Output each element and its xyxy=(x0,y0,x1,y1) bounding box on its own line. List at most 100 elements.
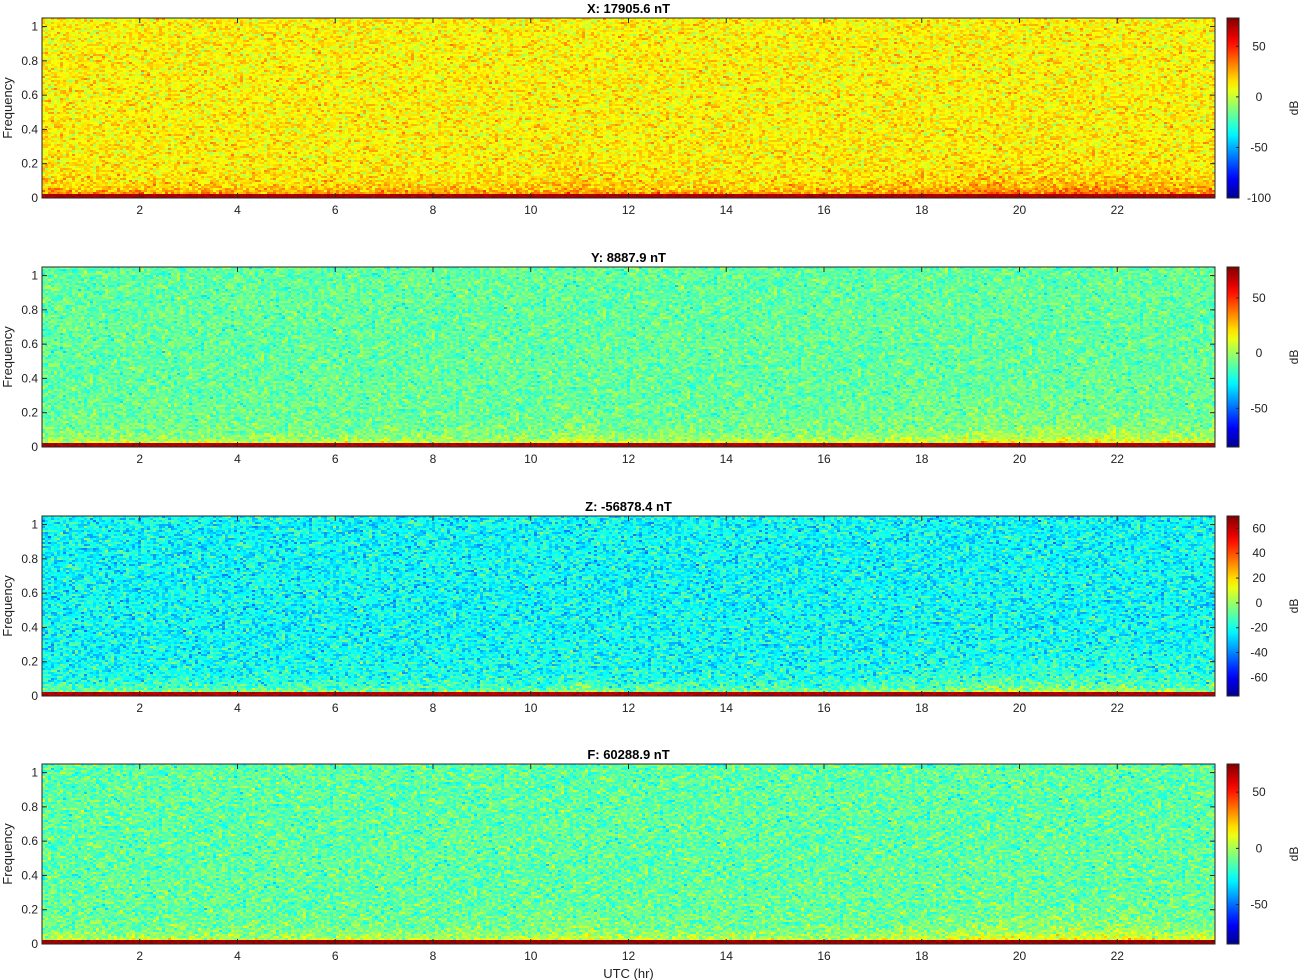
y-axis-label: Frequency xyxy=(0,326,15,388)
y-tick-label: 0.2 xyxy=(21,157,38,171)
x-tick-label: 10 xyxy=(524,701,538,715)
y-tick-label: 0.2 xyxy=(21,406,38,420)
y-axis-label: Frequency xyxy=(0,77,15,139)
x-tick-label: 22 xyxy=(1111,452,1125,466)
y-tick-label: 0.4 xyxy=(21,620,38,634)
x-tick-label: 14 xyxy=(720,949,734,963)
colorbar-tick-label: -50 xyxy=(1250,140,1268,154)
colorbar-tick-label: 0 xyxy=(1256,596,1263,610)
colorbar-tick-label: 60 xyxy=(1252,521,1266,535)
colorbar-label: dB xyxy=(1287,599,1301,614)
x-tick-label: 12 xyxy=(622,203,636,217)
colorbar-tick-label: 0 xyxy=(1256,841,1263,855)
colorbar-label: dB xyxy=(1287,847,1301,862)
y-axis-label: Frequency xyxy=(0,575,15,637)
x-tick-label: 18 xyxy=(915,452,929,466)
x-tick-label: 10 xyxy=(524,452,538,466)
colorbar-tick-label: 50 xyxy=(1252,39,1266,53)
y-tick-label: 0.6 xyxy=(21,337,38,351)
x-tick-label: 18 xyxy=(915,949,929,963)
x-tick-label: 20 xyxy=(1013,452,1027,466)
colorbar-tick-label: 50 xyxy=(1252,291,1266,305)
y-tick-label: 1 xyxy=(31,766,38,780)
colorbar-tick-label: -50 xyxy=(1250,898,1268,912)
x-tick-label: 12 xyxy=(622,949,636,963)
x-tick-label: 22 xyxy=(1111,949,1125,963)
colorbar: -60 -40 -20 0 20 40 60 dB xyxy=(1226,515,1301,697)
x-tick-label: 14 xyxy=(720,203,734,217)
colorbar-tick-label: 50 xyxy=(1252,785,1266,799)
spectrogram-panel-0: X: 17905.6 nT2 4 6 8 10 12 14 16 18 20 2200.20.40.… xyxy=(0,1,1301,217)
colorbar-scale xyxy=(1226,17,1240,199)
spectrogram-panel-3: F: 60288.9 nT2 4 6 8 10 12 14 16 18 20 2200.20.40.… xyxy=(0,747,1301,980)
y-tick-label: 0.8 xyxy=(21,800,38,814)
x-tick-label: 12 xyxy=(622,701,636,715)
y-tick-label: 0.8 xyxy=(21,303,38,317)
y-tick-label: 0 xyxy=(31,937,38,951)
colorbar-tick-label: 40 xyxy=(1252,546,1266,560)
spectrogram-image xyxy=(42,516,1215,696)
x-tick-label: 14 xyxy=(720,452,734,466)
y-tick-label: 0.8 xyxy=(21,552,38,566)
y-tick-label: 0.4 xyxy=(21,868,38,882)
colorbar: -50 0 50 dB xyxy=(1226,266,1301,448)
x-tick-label: 20 xyxy=(1013,203,1027,217)
x-tick-label: 18 xyxy=(915,203,929,217)
x-tick-label: 20 xyxy=(1013,949,1027,963)
y-tick-label: 0.6 xyxy=(21,834,38,848)
spectrogram-image xyxy=(42,267,1215,447)
x-tick-label: 10 xyxy=(524,949,538,963)
y-tick-label: 0.2 xyxy=(21,903,38,917)
y-tick-label: 0 xyxy=(31,440,38,454)
x-tick-label: 4 xyxy=(234,452,241,466)
panel-title: Y: 8887.9 nT xyxy=(591,250,666,265)
colorbar-tick-label: -100 xyxy=(1247,191,1271,205)
y-tick-label: 0 xyxy=(31,191,38,205)
panel-title: F: 60288.9 nT xyxy=(587,747,669,762)
x-tick-label: 16 xyxy=(817,701,831,715)
x-tick-label: 8 xyxy=(430,949,437,963)
x-tick-label: 2 xyxy=(136,701,143,715)
colorbar-tick-label: -50 xyxy=(1250,401,1268,415)
x-tick-label: 4 xyxy=(234,949,241,963)
x-tick-label: 6 xyxy=(332,701,339,715)
colorbar-tick-label: 20 xyxy=(1252,571,1266,585)
y-tick-label: 0.4 xyxy=(21,371,38,385)
x-tick-label: 2 xyxy=(136,452,143,466)
x-tick-label: 2 xyxy=(136,203,143,217)
y-tick-label: 0.2 xyxy=(21,655,38,669)
colorbar: -50 0 50 dB xyxy=(1226,763,1301,945)
x-tick-label: 8 xyxy=(430,203,437,217)
x-tick-label: 2 xyxy=(136,949,143,963)
x-tick-label: 8 xyxy=(430,701,437,715)
panel-title: Z: -56878.4 nT xyxy=(585,499,672,514)
y-tick-label: 1 xyxy=(31,518,38,532)
x-tick-label: 4 xyxy=(234,203,241,217)
x-tick-label: 6 xyxy=(332,949,339,963)
x-tick-label: 4 xyxy=(234,701,241,715)
colorbar-scale xyxy=(1226,266,1240,448)
y-axis-label: Frequency xyxy=(0,823,15,885)
colorbar: -100 -50 0 50 dB xyxy=(1226,17,1301,205)
x-tick-label: 8 xyxy=(430,452,437,466)
x-tick-label: 22 xyxy=(1111,203,1125,217)
x-tick-label: 18 xyxy=(915,701,929,715)
spectrogram-image xyxy=(42,18,1215,198)
panel-title: X: 17905.6 nT xyxy=(587,1,670,16)
colorbar-label: dB xyxy=(1287,350,1301,365)
colorbar-tick-label: 0 xyxy=(1256,346,1263,360)
colorbar-scale xyxy=(1226,515,1240,697)
x-tick-label: 16 xyxy=(817,452,831,466)
x-tick-label: 10 xyxy=(524,203,538,217)
x-tick-label: 16 xyxy=(817,203,831,217)
spectrogram-image xyxy=(42,764,1215,944)
x-tick-label: 14 xyxy=(720,701,734,715)
y-tick-label: 1 xyxy=(31,269,38,283)
spectrogram-panel-2: Z: -56878.4 nT 2 4 6 8 10 12 14 16 18 20 22 0 0.2 0.4 0… xyxy=(0,499,1301,715)
y-tick-label: 1 xyxy=(31,20,38,34)
y-tick-label: 0.8 xyxy=(21,54,38,68)
spectrogram-panel-1: Y: 8887.9 nT2 4 6 8 10 12 14 16 18 20 2200.20.40.6… xyxy=(0,250,1301,466)
x-tick-label: 16 xyxy=(817,949,831,963)
x-tick-label: 22 xyxy=(1111,701,1125,715)
